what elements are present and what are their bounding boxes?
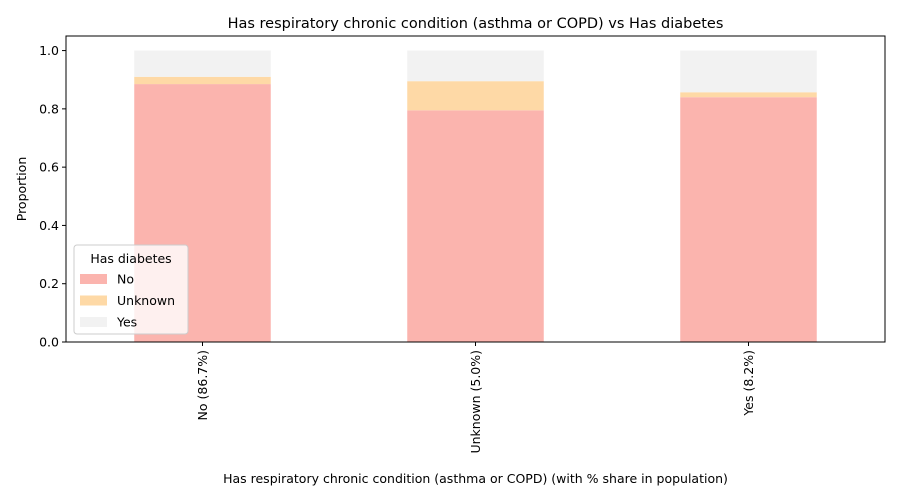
y-tick-label: 0.4 xyxy=(39,218,59,233)
chart-title: Has respiratory chronic condition (asthm… xyxy=(228,16,724,32)
legend-swatch xyxy=(80,274,107,284)
x-tick-label: Yes (8.2%) xyxy=(741,350,756,417)
y-tick-label: 1.0 xyxy=(39,43,59,58)
bar-segment xyxy=(134,50,271,77)
legend-swatch xyxy=(80,317,107,327)
y-tick-label: 0.2 xyxy=(39,276,59,291)
legend-box xyxy=(73,244,189,335)
legend-label: Yes xyxy=(116,315,137,330)
bar-segment xyxy=(680,97,817,342)
y-axis-label: Proportion xyxy=(14,157,29,222)
bar-segment xyxy=(407,110,544,342)
bar-segment xyxy=(680,92,817,98)
y-tick-label: 0.6 xyxy=(39,160,59,175)
legend-label: No xyxy=(117,272,134,287)
legend-title: Has diabetes xyxy=(90,251,171,266)
bars-layer xyxy=(134,50,817,342)
legend-label: Unknown xyxy=(117,293,175,308)
x-tick-label: No (86.7%) xyxy=(195,350,210,420)
bar-segment xyxy=(407,50,544,82)
x-axis: No (86.7%) Unknown (5.0%) Yes (8.2%) xyxy=(195,342,756,454)
y-tick-label: 0.0 xyxy=(39,335,59,350)
legend-swatch xyxy=(80,295,107,306)
legend-items: No Unknown Yes xyxy=(80,272,175,330)
x-axis-label: Has respiratory chronic condition (asthm… xyxy=(223,471,728,486)
y-tick-label: 0.8 xyxy=(39,101,59,116)
bar-segment xyxy=(134,76,271,85)
legend: Has diabetes No Unknown Yes xyxy=(73,244,189,335)
bar-segment xyxy=(407,81,544,111)
bar-segment xyxy=(680,50,817,93)
x-tick-label: Unknown (5.0%) xyxy=(468,350,483,454)
y-axis: 0.0 0.2 0.4 0.6 0.8 1.0 xyxy=(39,43,66,350)
